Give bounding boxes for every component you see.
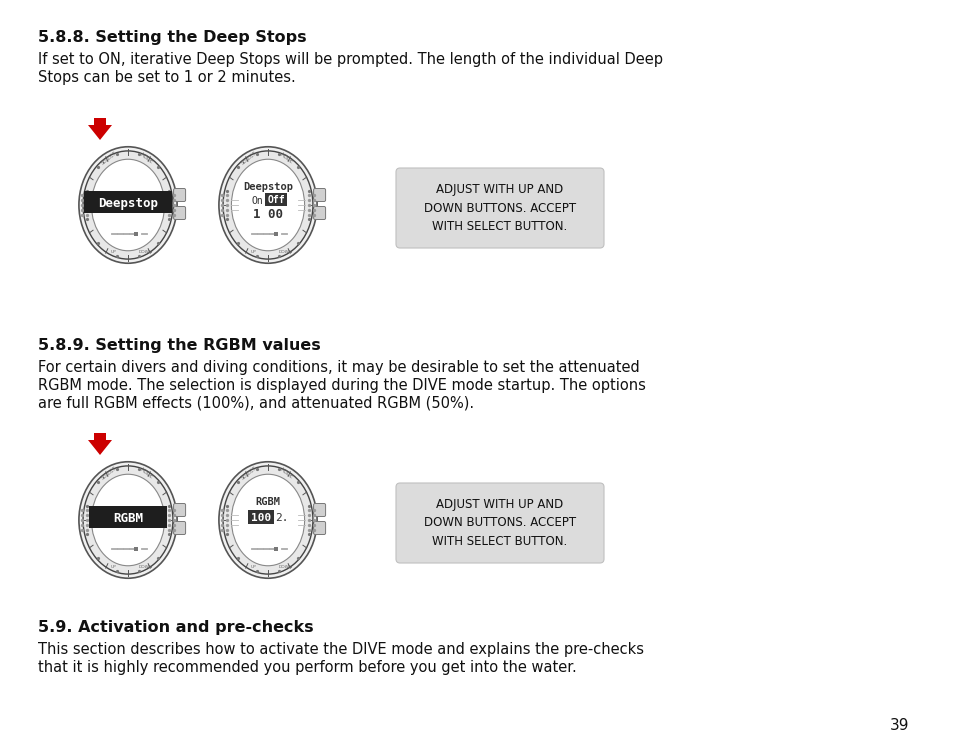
Text: SELECT: SELECT bbox=[240, 150, 258, 166]
FancyBboxPatch shape bbox=[265, 193, 287, 206]
Text: are full RGBM effects (100%), and attenuated RGBM (50%).: are full RGBM effects (100%), and attenu… bbox=[38, 396, 474, 411]
Polygon shape bbox=[88, 433, 112, 455]
Text: DOWN: DOWN bbox=[278, 249, 293, 254]
Text: 5.9. Activation and pre-checks: 5.9. Activation and pre-checks bbox=[38, 620, 314, 635]
Text: DOWN: DOWN bbox=[138, 565, 152, 569]
Polygon shape bbox=[88, 118, 112, 140]
FancyBboxPatch shape bbox=[133, 547, 138, 550]
Text: This section describes how to activate the DIVE mode and explains the pre-checks: This section describes how to activate t… bbox=[38, 642, 643, 657]
Text: that it is highly recommended you perform before you get into the water.: that it is highly recommended you perfor… bbox=[38, 660, 577, 675]
Text: SELECT: SELECT bbox=[100, 466, 118, 481]
Text: UP: UP bbox=[111, 565, 116, 569]
Text: MODE: MODE bbox=[139, 466, 154, 480]
FancyBboxPatch shape bbox=[84, 191, 172, 213]
FancyBboxPatch shape bbox=[314, 188, 325, 202]
Text: UP: UP bbox=[251, 565, 256, 569]
FancyBboxPatch shape bbox=[133, 231, 138, 236]
Ellipse shape bbox=[83, 151, 172, 259]
Text: SELECT: SELECT bbox=[100, 150, 118, 166]
Ellipse shape bbox=[83, 466, 172, 574]
Text: Stops can be set to 1 or 2 minutes.: Stops can be set to 1 or 2 minutes. bbox=[38, 70, 295, 85]
Ellipse shape bbox=[223, 151, 313, 259]
Text: ADJUST WITH UP AND
DOWN BUTTONS. ACCEPT
WITH SELECT BUTTON.: ADJUST WITH UP AND DOWN BUTTONS. ACCEPT … bbox=[423, 498, 576, 548]
Ellipse shape bbox=[232, 474, 304, 565]
FancyBboxPatch shape bbox=[395, 483, 603, 563]
Text: 39: 39 bbox=[889, 717, 909, 733]
Text: 5.8.8. Setting the Deep Stops: 5.8.8. Setting the Deep Stops bbox=[38, 30, 306, 45]
Ellipse shape bbox=[218, 147, 316, 263]
Text: RGBM: RGBM bbox=[255, 497, 280, 507]
Text: 1 00: 1 00 bbox=[253, 209, 283, 222]
Text: On: On bbox=[251, 196, 263, 206]
Text: 5.8.9. Setting the RGBM values: 5.8.9. Setting the RGBM values bbox=[38, 338, 320, 353]
Ellipse shape bbox=[79, 147, 177, 263]
Text: UP: UP bbox=[251, 249, 256, 254]
FancyBboxPatch shape bbox=[314, 522, 325, 534]
Ellipse shape bbox=[218, 462, 316, 578]
FancyBboxPatch shape bbox=[248, 510, 274, 524]
Text: If set to ON, iterative Deep Stops will be prompted. The length of the individua: If set to ON, iterative Deep Stops will … bbox=[38, 52, 662, 67]
Text: DOWN: DOWN bbox=[278, 565, 293, 569]
FancyBboxPatch shape bbox=[274, 231, 277, 236]
FancyBboxPatch shape bbox=[395, 168, 603, 248]
Text: MODE: MODE bbox=[139, 152, 154, 165]
Text: UP: UP bbox=[111, 249, 116, 254]
Text: SELECT: SELECT bbox=[240, 466, 258, 481]
Ellipse shape bbox=[91, 160, 165, 251]
Ellipse shape bbox=[232, 160, 304, 251]
Ellipse shape bbox=[79, 462, 177, 578]
Text: RGBM: RGBM bbox=[112, 512, 143, 525]
Text: RGBM mode. The selection is displayed during the DIVE mode startup. The options: RGBM mode. The selection is displayed du… bbox=[38, 378, 645, 393]
Text: MODE: MODE bbox=[279, 152, 294, 165]
FancyBboxPatch shape bbox=[173, 522, 186, 534]
Text: For certain divers and diving conditions, it may be desirable to set the attenua: For certain divers and diving conditions… bbox=[38, 360, 639, 375]
Text: 100: 100 bbox=[251, 513, 271, 523]
FancyBboxPatch shape bbox=[173, 206, 186, 219]
FancyBboxPatch shape bbox=[173, 503, 186, 516]
Text: Deepstop: Deepstop bbox=[243, 182, 293, 192]
Ellipse shape bbox=[223, 466, 313, 574]
Text: 2.: 2. bbox=[275, 513, 289, 523]
Text: Deepstop: Deepstop bbox=[98, 197, 158, 209]
Ellipse shape bbox=[91, 474, 165, 565]
FancyBboxPatch shape bbox=[314, 503, 325, 516]
Text: MODE: MODE bbox=[279, 466, 294, 480]
Text: ADJUST WITH UP AND
DOWN BUTTONS. ACCEPT
WITH SELECT BUTTON.: ADJUST WITH UP AND DOWN BUTTONS. ACCEPT … bbox=[423, 183, 576, 233]
FancyBboxPatch shape bbox=[314, 206, 325, 219]
Text: DOWN: DOWN bbox=[138, 249, 152, 254]
FancyBboxPatch shape bbox=[89, 506, 167, 528]
FancyBboxPatch shape bbox=[173, 188, 186, 202]
FancyBboxPatch shape bbox=[274, 547, 277, 550]
Text: Off: Off bbox=[267, 195, 285, 205]
